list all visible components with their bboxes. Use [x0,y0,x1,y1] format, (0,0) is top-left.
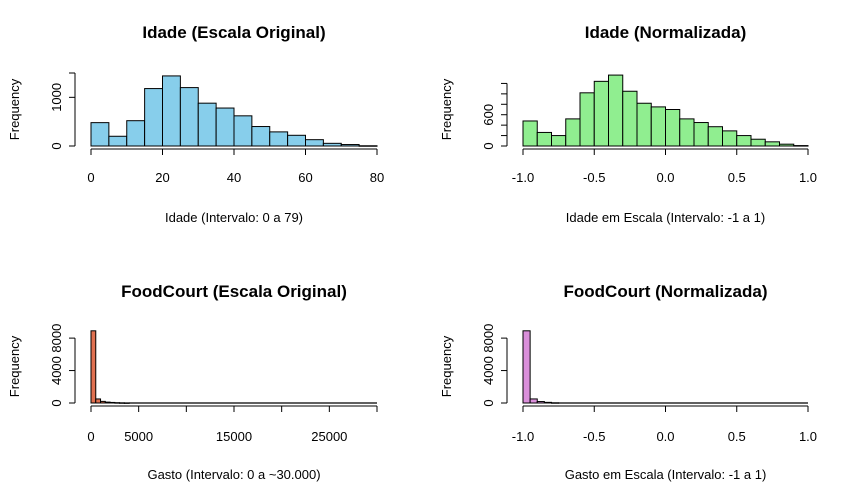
panel-2-bar-8 [622,90,638,147]
panel-4-bar-2 [529,398,538,404]
panel-1-bar-3 [126,120,146,147]
panel-4-title: FoodCourt (Normalizada) [564,282,768,301]
panel-4-x-tick-label-2: -0.5 [583,429,605,444]
panel-3-bar-4 [104,401,111,404]
panel-4-x-tick-label-4: 0.5 [728,429,746,444]
panel-2-bar-14 [707,126,723,147]
panel-2-bar-6 [593,80,609,147]
panel-3-x-tick-label-1: 0 [87,429,94,444]
panel-4-y-tick-label-1: 0 [481,399,496,406]
panel-1-bar-14 [322,142,342,147]
panel-2-x-label: Idade em Escala (Intervalo: -1 a 1) [566,210,765,225]
panel-2-bar-18 [764,141,780,147]
panel-1-bar-9 [233,115,253,147]
panel-1-bar-16 [358,145,378,147]
panel-3-bar-3 [100,400,106,404]
panel-4-bar-5 [551,402,560,404]
panel-3-y-tick-label-2: 4000 [49,356,64,385]
panel-2-x-tick-label-1: -1.0 [512,170,534,185]
panel-3-bar-6 [114,402,121,404]
panel-3-bar-7 [119,402,125,404]
panel-1-x-tick-label-3: 40 [227,170,241,185]
panel-2-y-tick-label-2: 600 [481,104,496,126]
panel-1-x-tick-label-5: 80 [370,170,384,185]
panel-4-y-label: Frequency [439,335,454,397]
panel-3-x-tick-label-2: 5000 [124,429,153,444]
panel-2-x-tick-label-3: 0.0 [656,170,674,185]
panel-4-x-tick-label-5: 1.0 [799,429,817,444]
panel-2-bar-10 [650,106,666,147]
panel-3-bar-5 [109,401,116,404]
panel-2-bar-2 [536,131,552,147]
panel-3-bar-2 [95,398,102,404]
panel-3-x-tick-label-3: 15000 [216,429,252,444]
panel-2-bar-3 [551,135,567,147]
panel-3-x-label: Gasto (Intervalo: 0 a ~30.000) [147,467,320,482]
panel-3-y-tick-label-3: 8000 [49,324,64,353]
panel-2-bar-9 [636,102,652,147]
panel-1-x-label: Idade (Intervalo: 0 a 79) [165,210,303,225]
panel-2-bar-19 [779,143,795,147]
panel-4-x-tick-label-3: 0.0 [656,429,674,444]
panel-3-bar-1 [90,330,97,404]
panel-2-bar-12 [679,118,695,147]
panel-2-bar-13 [693,122,709,147]
panel-1-x-tick-label-2: 20 [155,170,169,185]
panel-2-bar-17 [750,138,766,147]
panel-1-bar-1 [90,122,110,147]
panel-1-bar-2 [108,135,128,147]
panel-4-y-tick-label-3: 8000 [481,324,496,353]
panel-3-y-label: Frequency [7,335,22,397]
panel-1-bar-11 [269,131,289,147]
panel-1-bar-8 [215,107,235,147]
panel-4-y-tick-label-2: 4000 [481,356,496,385]
panel-3-y-tick-label-1: 0 [49,399,64,406]
panel-2-bar-7 [608,74,624,147]
panel-2-bar-4 [565,118,581,147]
panel-4-x-label: Gasto em Escala (Intervalo: -1 a 1) [565,467,767,482]
panel-2-y-tick-label-1: 0 [481,142,496,149]
panel-1-bar-12 [287,134,306,147]
panel-1-x-tick-label-1: 0 [87,170,94,185]
panel-2-title: Idade (Normalizada) [585,23,747,42]
panel-2-bar-15 [722,130,738,147]
panel-2-x-tick-label-4: 0.5 [728,170,746,185]
panel-4-bar-1 [522,330,531,404]
panel-2-x-tick-label-2: -0.5 [583,170,605,185]
panel-1-x-tick-label-4: 60 [298,170,312,185]
panel-3-bar-8 [123,402,130,404]
panel-1-y-tick-label-1: 0 [49,142,64,149]
panel-4-bar-3 [536,401,545,404]
panel-2-bar-20 [793,145,809,147]
panel-2-bar-1 [522,120,538,147]
panel-4-x-tick-label-1: -1.0 [512,429,534,444]
panel-1-title: Idade (Escala Original) [142,23,325,42]
panel-1-bar-4 [144,88,163,147]
panel-1-bar-15 [340,144,360,147]
panel-1-bar-10 [251,126,271,147]
panel-2-bar-16 [736,135,752,147]
panel-2-x-tick-label-5: 1.0 [799,170,817,185]
panel-1-bar-7 [197,102,217,147]
panel-1-y-tick-label-2: 1000 [49,83,64,112]
panel-2-bar-11 [665,109,681,147]
panel-2-y-label: Frequency [439,78,454,140]
panel-1-y-label: Frequency [7,78,22,140]
panel-1-bar-13 [305,139,324,147]
panel-1-bar-5 [162,75,181,147]
panel-2-bar-5 [579,92,595,147]
panel-1-bar-6 [179,87,199,147]
panel-4-bar-4 [543,401,552,404]
panel-3-x-tick-label-4: 25000 [311,429,347,444]
panel-3-title: FoodCourt (Escala Original) [121,282,347,301]
